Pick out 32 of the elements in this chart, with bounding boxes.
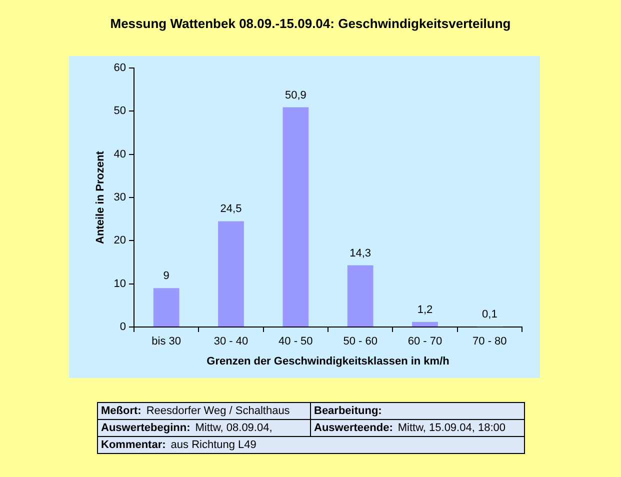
- y-tick-label: 50: [114, 105, 126, 118]
- y-tick-label: 60: [114, 62, 126, 74]
- bar: [153, 288, 180, 326]
- x-tick-label: bis 30: [152, 336, 182, 348]
- bar: [347, 265, 374, 326]
- text: Bearbeitung:: [314, 405, 382, 417]
- bar: [218, 221, 244, 326]
- x-tick-label: 40 - 50: [278, 336, 313, 348]
- x-axis-title: Grenzen der Geschwindigkeitsklassen in km/h: [206, 355, 450, 368]
- x-tick-label: 60 - 70: [408, 336, 442, 348]
- y-tick-label: 0: [120, 321, 126, 334]
- data-label: 0,1: [482, 308, 498, 321]
- x-tick-label: 50 - 60: [343, 336, 378, 348]
- y-tick-label: 40: [114, 148, 126, 160]
- data-label: 1,2: [417, 304, 433, 316]
- text: Meßort: Reesdorfer Weg / Schalthaus: [98, 402, 310, 420]
- y-axis-title: Anteile in Prozent: [94, 150, 107, 244]
- data-label: 9: [163, 270, 170, 282]
- text: Auswertebeginn: Mittw, 08.09.04,: [98, 420, 310, 436]
- x-tick-label: 30 - 40: [214, 336, 248, 348]
- data-label: 14,3: [350, 247, 372, 260]
- text: Kommentar: aus Richtung L49: [98, 436, 524, 454]
- chart-title: Messung Wattenbek 08.09.-15.09.04: Geschwindigkeitsverteilung: [109, 16, 512, 31]
- y-tick-label: 10: [114, 278, 126, 290]
- x-tick-label: 70 - 80: [472, 336, 507, 348]
- bar: [282, 107, 309, 326]
- text: Auswerteende: Mittw, 15.09.04, 18:00: [310, 420, 524, 436]
- bar: [412, 322, 438, 326]
- y-tick-label: 20: [114, 234, 126, 247]
- data-label: 24,5: [220, 203, 242, 216]
- y-tick-label: 30: [114, 192, 126, 204]
- data-label: 50,9: [284, 89, 306, 102]
